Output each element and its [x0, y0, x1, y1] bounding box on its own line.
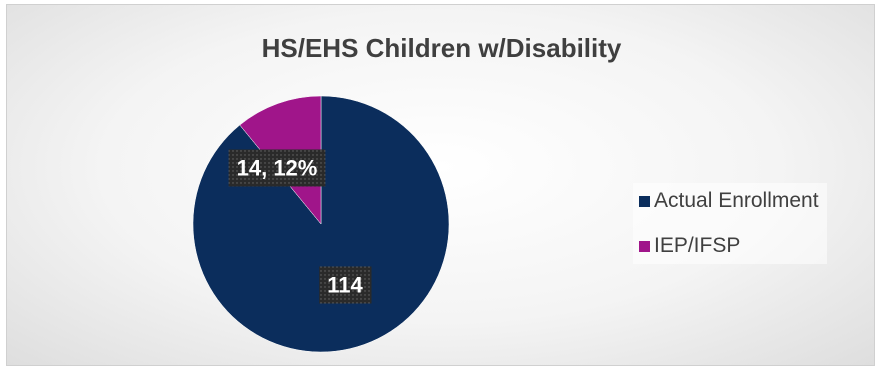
data-label-iep-ifsp: 14, 12% [228, 149, 326, 187]
chart-area: HS/EHS Children w/Disability 114 14, 12% … [6, 4, 875, 366]
legend-label: IEP/IFSP [654, 234, 741, 257]
pie-chart: 114 14, 12% [192, 95, 450, 353]
data-label-text: 114 [327, 273, 363, 298]
data-label-actual-enrollment: 114 [319, 266, 372, 304]
legend: Actual Enrollment IEP/IFSP [633, 183, 827, 264]
legend-swatch [639, 240, 650, 252]
data-label-box [228, 149, 326, 187]
legend-item-actual-enrollment: Actual Enrollment [639, 187, 819, 215]
legend-item-iep-ifsp: IEP/IFSP [639, 232, 819, 260]
data-label-text: 14, 12% [237, 156, 318, 181]
legend-label: Actual Enrollment [654, 189, 819, 212]
legend-swatch [639, 195, 650, 207]
data-label-box [319, 266, 372, 304]
chart-title: HS/EHS Children w/Disability [261, 33, 622, 63]
